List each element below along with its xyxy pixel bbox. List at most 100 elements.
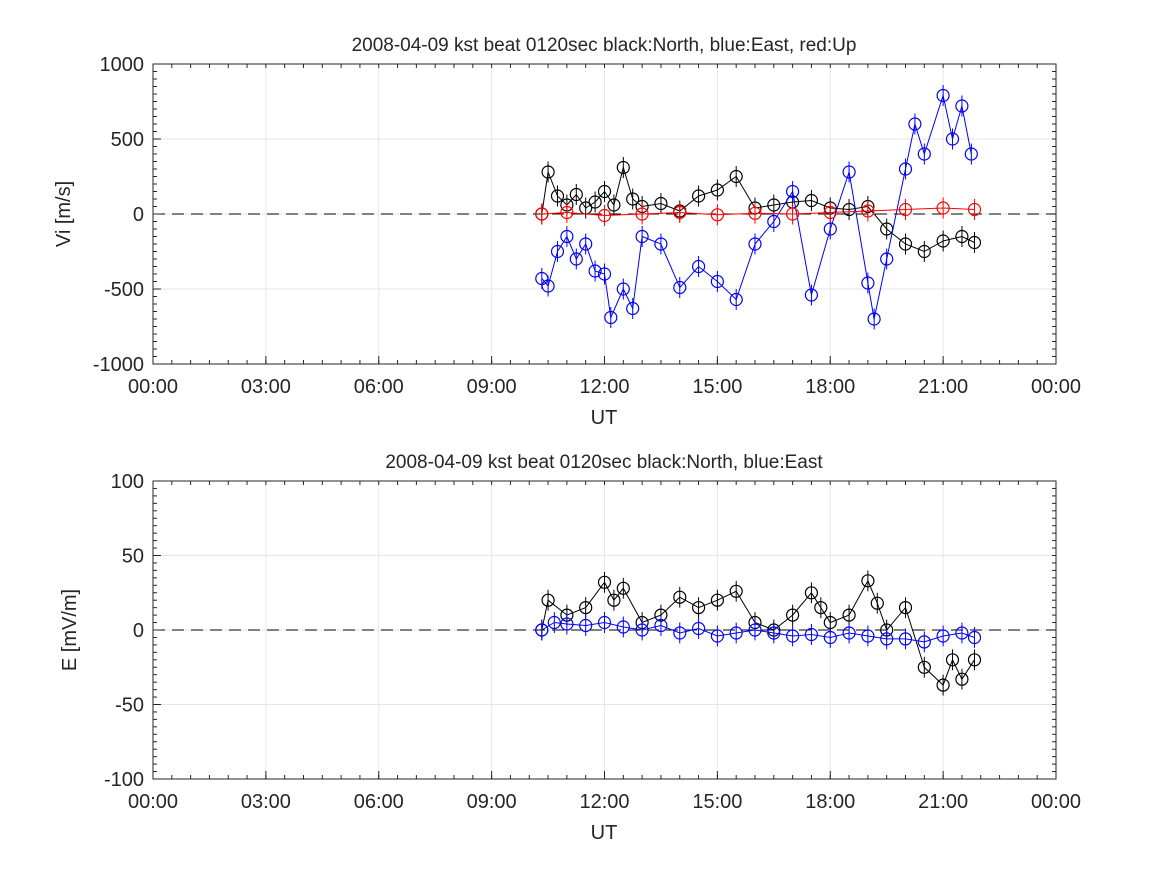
x-tick-label: 00:00 [128, 376, 178, 398]
east-point [880, 252, 894, 266]
east-point [785, 184, 800, 199]
north-point [967, 653, 982, 667]
east-point [767, 214, 781, 229]
north-point [673, 590, 687, 604]
east-point [588, 264, 602, 278]
velocity-panel: 2008-04-09 kst beat 0120sec black:North,… [53, 35, 1081, 429]
east-point [579, 237, 593, 251]
east-point [579, 618, 593, 633]
up-point [597, 208, 612, 223]
north-point [616, 581, 630, 595]
east-point [880, 632, 894, 646]
north-point [616, 160, 630, 175]
east-point [616, 282, 630, 296]
east-point [729, 292, 743, 307]
north-point [898, 600, 913, 615]
east-point [898, 162, 913, 176]
y-tick-label: 0 [133, 204, 144, 226]
east-point [729, 626, 743, 640]
electric-field-x-axis-label: UT [591, 822, 618, 844]
up-point [673, 205, 687, 220]
east-point [842, 626, 856, 640]
east-point [550, 244, 565, 259]
north-point [569, 187, 583, 202]
up-point [936, 201, 950, 215]
north-point [936, 678, 950, 692]
y-tick-label: 50 [122, 546, 144, 568]
up-point [635, 207, 649, 221]
east-point [560, 229, 574, 244]
north-point [785, 608, 800, 622]
y-tick-label: 100 [111, 471, 144, 493]
east-point [964, 147, 978, 161]
east-point [767, 626, 781, 640]
east-series-line [541, 93, 972, 320]
north-point [550, 189, 565, 203]
east-point [597, 267, 612, 281]
x-tick-label: 09:00 [467, 791, 517, 813]
x-tick-label: 00:00 [128, 791, 178, 813]
north-point [898, 237, 913, 251]
x-tick-label: 18:00 [805, 376, 855, 398]
north-point [541, 165, 555, 179]
east-point [604, 310, 618, 325]
up-point [861, 204, 875, 218]
north-point [597, 575, 612, 589]
north-point [710, 183, 725, 197]
y-tick-label: -50 [115, 695, 144, 717]
east-point [861, 276, 875, 290]
up-point [898, 202, 913, 217]
north-point [588, 195, 602, 209]
east-point [898, 632, 913, 646]
up-point [535, 207, 549, 221]
east-point [785, 629, 800, 643]
east-point [673, 280, 687, 295]
east-point [955, 99, 969, 113]
x-tick-label: 09:00 [467, 376, 517, 398]
x-tick-label: 03:00 [241, 376, 291, 398]
y-tick-label: 0 [133, 620, 144, 642]
x-tick-label: 18:00 [805, 791, 855, 813]
east-point [547, 615, 561, 630]
north-point [607, 593, 621, 607]
electric-field-y-axis-label: E [mV/m] [59, 589, 81, 671]
east-point [616, 620, 630, 634]
east-point [917, 635, 931, 649]
up-point [823, 205, 837, 220]
x-tick-label: 21:00 [918, 376, 968, 398]
up-point [748, 206, 762, 220]
east-point [691, 621, 706, 636]
east-point [867, 312, 881, 326]
east-point [569, 252, 583, 266]
x-tick-label: 00:00 [1031, 376, 1081, 398]
north-point [729, 169, 743, 184]
east-series-line [541, 621, 975, 643]
north-point [710, 593, 725, 607]
x-tick-label: 15:00 [692, 791, 742, 813]
up-point [560, 205, 574, 220]
east-point [541, 279, 555, 293]
x-tick-label: 00:00 [1031, 791, 1081, 813]
east-point [654, 237, 668, 251]
y-tick-label: -500 [104, 279, 144, 301]
north-point [579, 600, 593, 615]
velocity-x-axis-label: UT [591, 407, 618, 429]
east-point [748, 623, 762, 637]
up-point [785, 207, 800, 221]
east-point [560, 617, 574, 631]
x-tick-label: 12:00 [579, 791, 629, 813]
north-point [945, 653, 960, 667]
north-series-line [541, 165, 975, 253]
east-point [945, 132, 960, 146]
velocity-y-axis-label: Vi [m/s] [53, 181, 75, 247]
north-point [691, 600, 706, 615]
x-tick-label: 15:00 [692, 376, 742, 398]
east-point [673, 626, 687, 640]
east-point [936, 629, 950, 643]
north-point [626, 192, 640, 206]
east-point [748, 237, 762, 251]
north-point [917, 660, 931, 674]
north-point [842, 608, 856, 622]
x-tick-label: 21:00 [918, 791, 968, 813]
north-point [729, 584, 743, 598]
